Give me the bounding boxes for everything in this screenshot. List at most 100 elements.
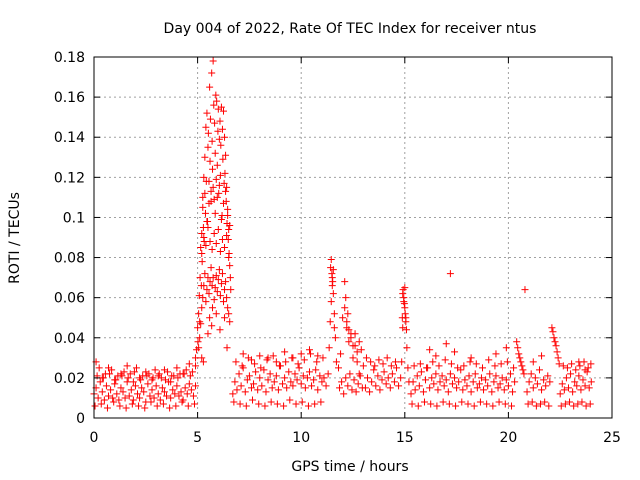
data-point [307,350,315,358]
data-point [204,330,212,338]
data-point [545,402,553,410]
data-point [97,400,105,408]
data-point [312,366,320,374]
data-point [105,364,113,372]
data-point [435,362,443,370]
data-point [562,374,570,382]
data-point [227,286,235,294]
data-point [372,382,380,390]
data-point [430,380,438,388]
data-point [199,358,207,366]
data-point [345,338,353,346]
data-point [453,384,461,392]
data-point [515,350,523,358]
data-point [293,376,301,384]
data-point [198,258,206,266]
data-point [117,384,125,392]
data-point [206,115,214,123]
data-point [198,250,206,258]
data-point [226,262,234,270]
data-point [322,382,330,390]
data-point [575,372,583,380]
data-point [117,370,125,378]
data-point [568,360,576,368]
data-point [167,378,175,386]
data-point [105,392,113,400]
data-point [131,382,139,390]
data-point [432,352,440,360]
data-point [171,390,179,398]
data-point [298,398,306,406]
data-point [103,404,111,412]
data-point [502,376,510,384]
data-point [426,346,434,354]
data-point [247,384,255,392]
data-point [469,378,477,386]
data-point [211,284,219,292]
data-point [245,372,253,380]
data-point [217,103,225,111]
data-point [207,187,215,195]
data-point [233,386,241,394]
data-point [185,380,193,388]
data-point [272,358,280,366]
data-point [187,386,195,394]
data-point [239,350,247,358]
data-point [508,402,516,410]
data-point [215,135,223,143]
data-point [206,314,214,322]
y-tick-label: 0 [76,411,85,427]
data-point [235,370,243,378]
data-point [121,394,129,402]
data-point [220,179,228,187]
data-point [223,294,231,302]
data-point [399,286,407,294]
data-point [519,366,527,374]
data-point [279,380,287,388]
data-point [237,382,245,390]
data-point [502,344,510,352]
data-point [115,396,123,404]
data-point [352,388,360,396]
data-point [208,322,216,330]
data-point [367,358,375,366]
data-point [398,314,406,322]
data-point [479,364,486,372]
data-point [475,380,483,388]
data-point [225,254,233,262]
data-point [297,380,305,388]
data-point [569,388,577,396]
data-point [401,310,409,318]
data-point [555,360,563,368]
data-point [128,400,136,408]
data-point [513,338,521,346]
data-point [324,370,332,378]
data-point [211,149,219,157]
data-point [215,181,223,189]
data-point [224,211,232,219]
data-point [186,372,194,380]
data-point [575,358,583,366]
data-point [480,386,488,394]
data-point [347,334,355,342]
data-point [359,362,367,370]
data-point [442,340,450,348]
data-point [205,290,213,298]
data-point [178,398,186,406]
data-point [466,358,474,366]
data-point [213,193,221,201]
data-point [432,370,440,378]
data-point [182,366,190,374]
data-point [203,109,211,117]
x-axis-label: GPS time / hours [291,459,408,475]
data-point [262,388,270,396]
data-point [460,362,468,370]
data-point [501,400,509,408]
data-point [202,242,210,250]
x-tick-label: 0 [90,430,99,446]
data-point [318,378,326,386]
data-point [136,394,144,402]
data-point [122,404,130,412]
data-point [556,390,564,398]
data-point [560,386,568,394]
